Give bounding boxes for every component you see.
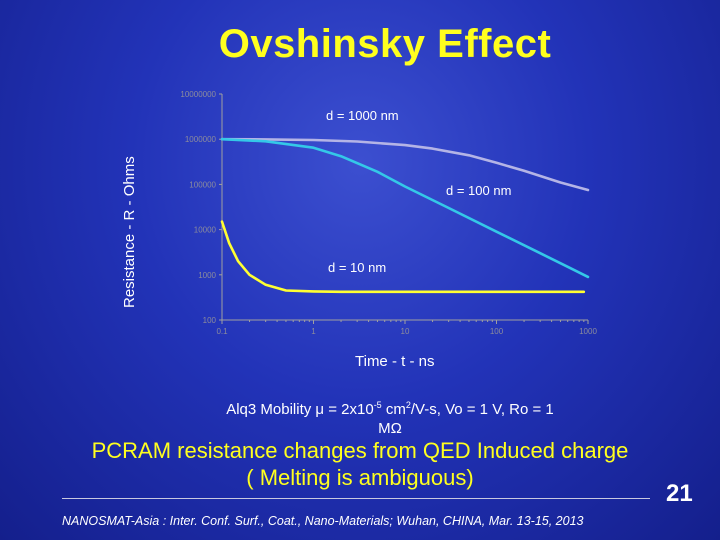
headline-line-1: PCRAM resistance changes from QED Induce… — [91, 438, 629, 463]
x-tick-label: 0.1 — [216, 327, 228, 336]
headline-line-2: ( Melting is ambiguous) — [246, 465, 474, 490]
y-axis-label: Resistance - R - Ohms — [121, 156, 138, 308]
chart-axes — [219, 93, 589, 324]
annotation-d-10: d = 10 nm — [328, 260, 386, 275]
slide-title: Ovshinsky Effect — [218, 22, 552, 66]
footer-divider — [62, 498, 650, 499]
y-tick-label: 10000 — [194, 226, 217, 235]
series-line-1 — [220, 137, 590, 279]
y-tick-label: 100 — [203, 316, 217, 325]
y-tick-label: 1000000 — [185, 135, 217, 144]
x-tick-labels: 0.1 1 10 100 1000 — [216, 327, 597, 336]
mobility-text-c: /V-s, Vo = 1 V, Ro = 1 — [410, 401, 554, 418]
x-axis-label: Time - t - ns — [355, 353, 435, 370]
page-number: 21 — [666, 480, 693, 507]
x-tick-label: 1 — [311, 327, 316, 336]
mobility-note: Alq3 Mobility μ = 2x10-5 cm2/V-s, Vo = 1… — [180, 396, 600, 438]
series-line-2 — [220, 220, 586, 294]
mobility-exponent: -5 — [373, 400, 382, 410]
y-tick-label: 10000000 — [180, 90, 216, 99]
mobility-text-d: MΩ — [378, 420, 402, 437]
x-tick-label: 100 — [490, 327, 504, 336]
y-tick-label: 1000 — [198, 271, 216, 280]
series-line-0 — [220, 137, 590, 192]
x-tick-label: 10 — [401, 327, 410, 336]
annotation-d-1000: d = 1000 nm — [326, 108, 399, 123]
headline: PCRAM resistance changes from QED Induce… — [0, 437, 720, 491]
mobility-text-b: cm — [381, 401, 406, 418]
chart-series — [220, 137, 590, 294]
y-tick-labels: 100 1000 10000 100000 1000000 10000000 — [180, 90, 216, 325]
mobility-square: 2 — [405, 400, 411, 410]
x-tick-label: 1000 — [579, 327, 597, 336]
resistance-time-chart: Resistance - R - Ohms 100 1000 10000 100000… — [121, 90, 597, 336]
annotation-d-100: d = 100 nm — [446, 183, 511, 198]
y-tick-label: 100000 — [189, 180, 216, 189]
footer-citation: NANOSMAT-Asia : Inter. Conf. Surf., Coat… — [62, 514, 584, 528]
mobility-text-a: Alq3 Mobility μ = 2x10 — [226, 401, 374, 418]
